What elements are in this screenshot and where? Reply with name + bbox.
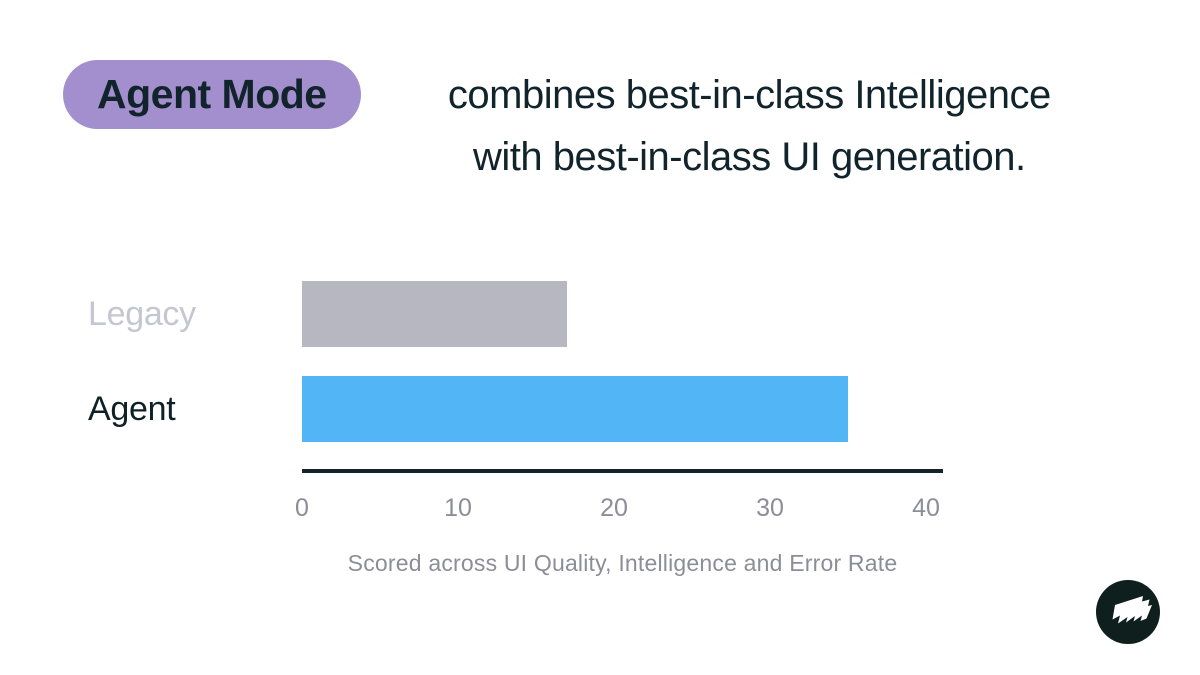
category-label-agent: Agent bbox=[88, 390, 176, 428]
headline: Agent Mode combines best-in-class Intell… bbox=[63, 60, 1122, 188]
category-label-legacy: Legacy bbox=[88, 295, 196, 333]
x-tick-0: 0 bbox=[295, 494, 309, 522]
agent-bar bbox=[302, 376, 848, 442]
brand-logo bbox=[1096, 580, 1160, 644]
headline-line-2: with best-in-class UI generation. bbox=[472, 135, 1026, 179]
zigzag-flag-logo-icon bbox=[1096, 580, 1160, 644]
x-tick-40: 40 bbox=[912, 494, 940, 522]
headline-line-1: combines best-in-class Intelligence bbox=[447, 73, 1051, 117]
agent-mode-highlight-pill: Agent Mode bbox=[63, 60, 361, 129]
x-tick-10: 10 bbox=[444, 494, 472, 522]
x-tick-20: 20 bbox=[600, 494, 628, 522]
headline-text: combines best-in-class Intelligence with… bbox=[377, 60, 1122, 188]
chart-caption: Scored across UI Quality, Intelligence a… bbox=[347, 550, 898, 576]
x-axis-line bbox=[302, 469, 943, 473]
x-tick-30: 30 bbox=[756, 494, 784, 522]
legacy-bar bbox=[302, 281, 568, 347]
